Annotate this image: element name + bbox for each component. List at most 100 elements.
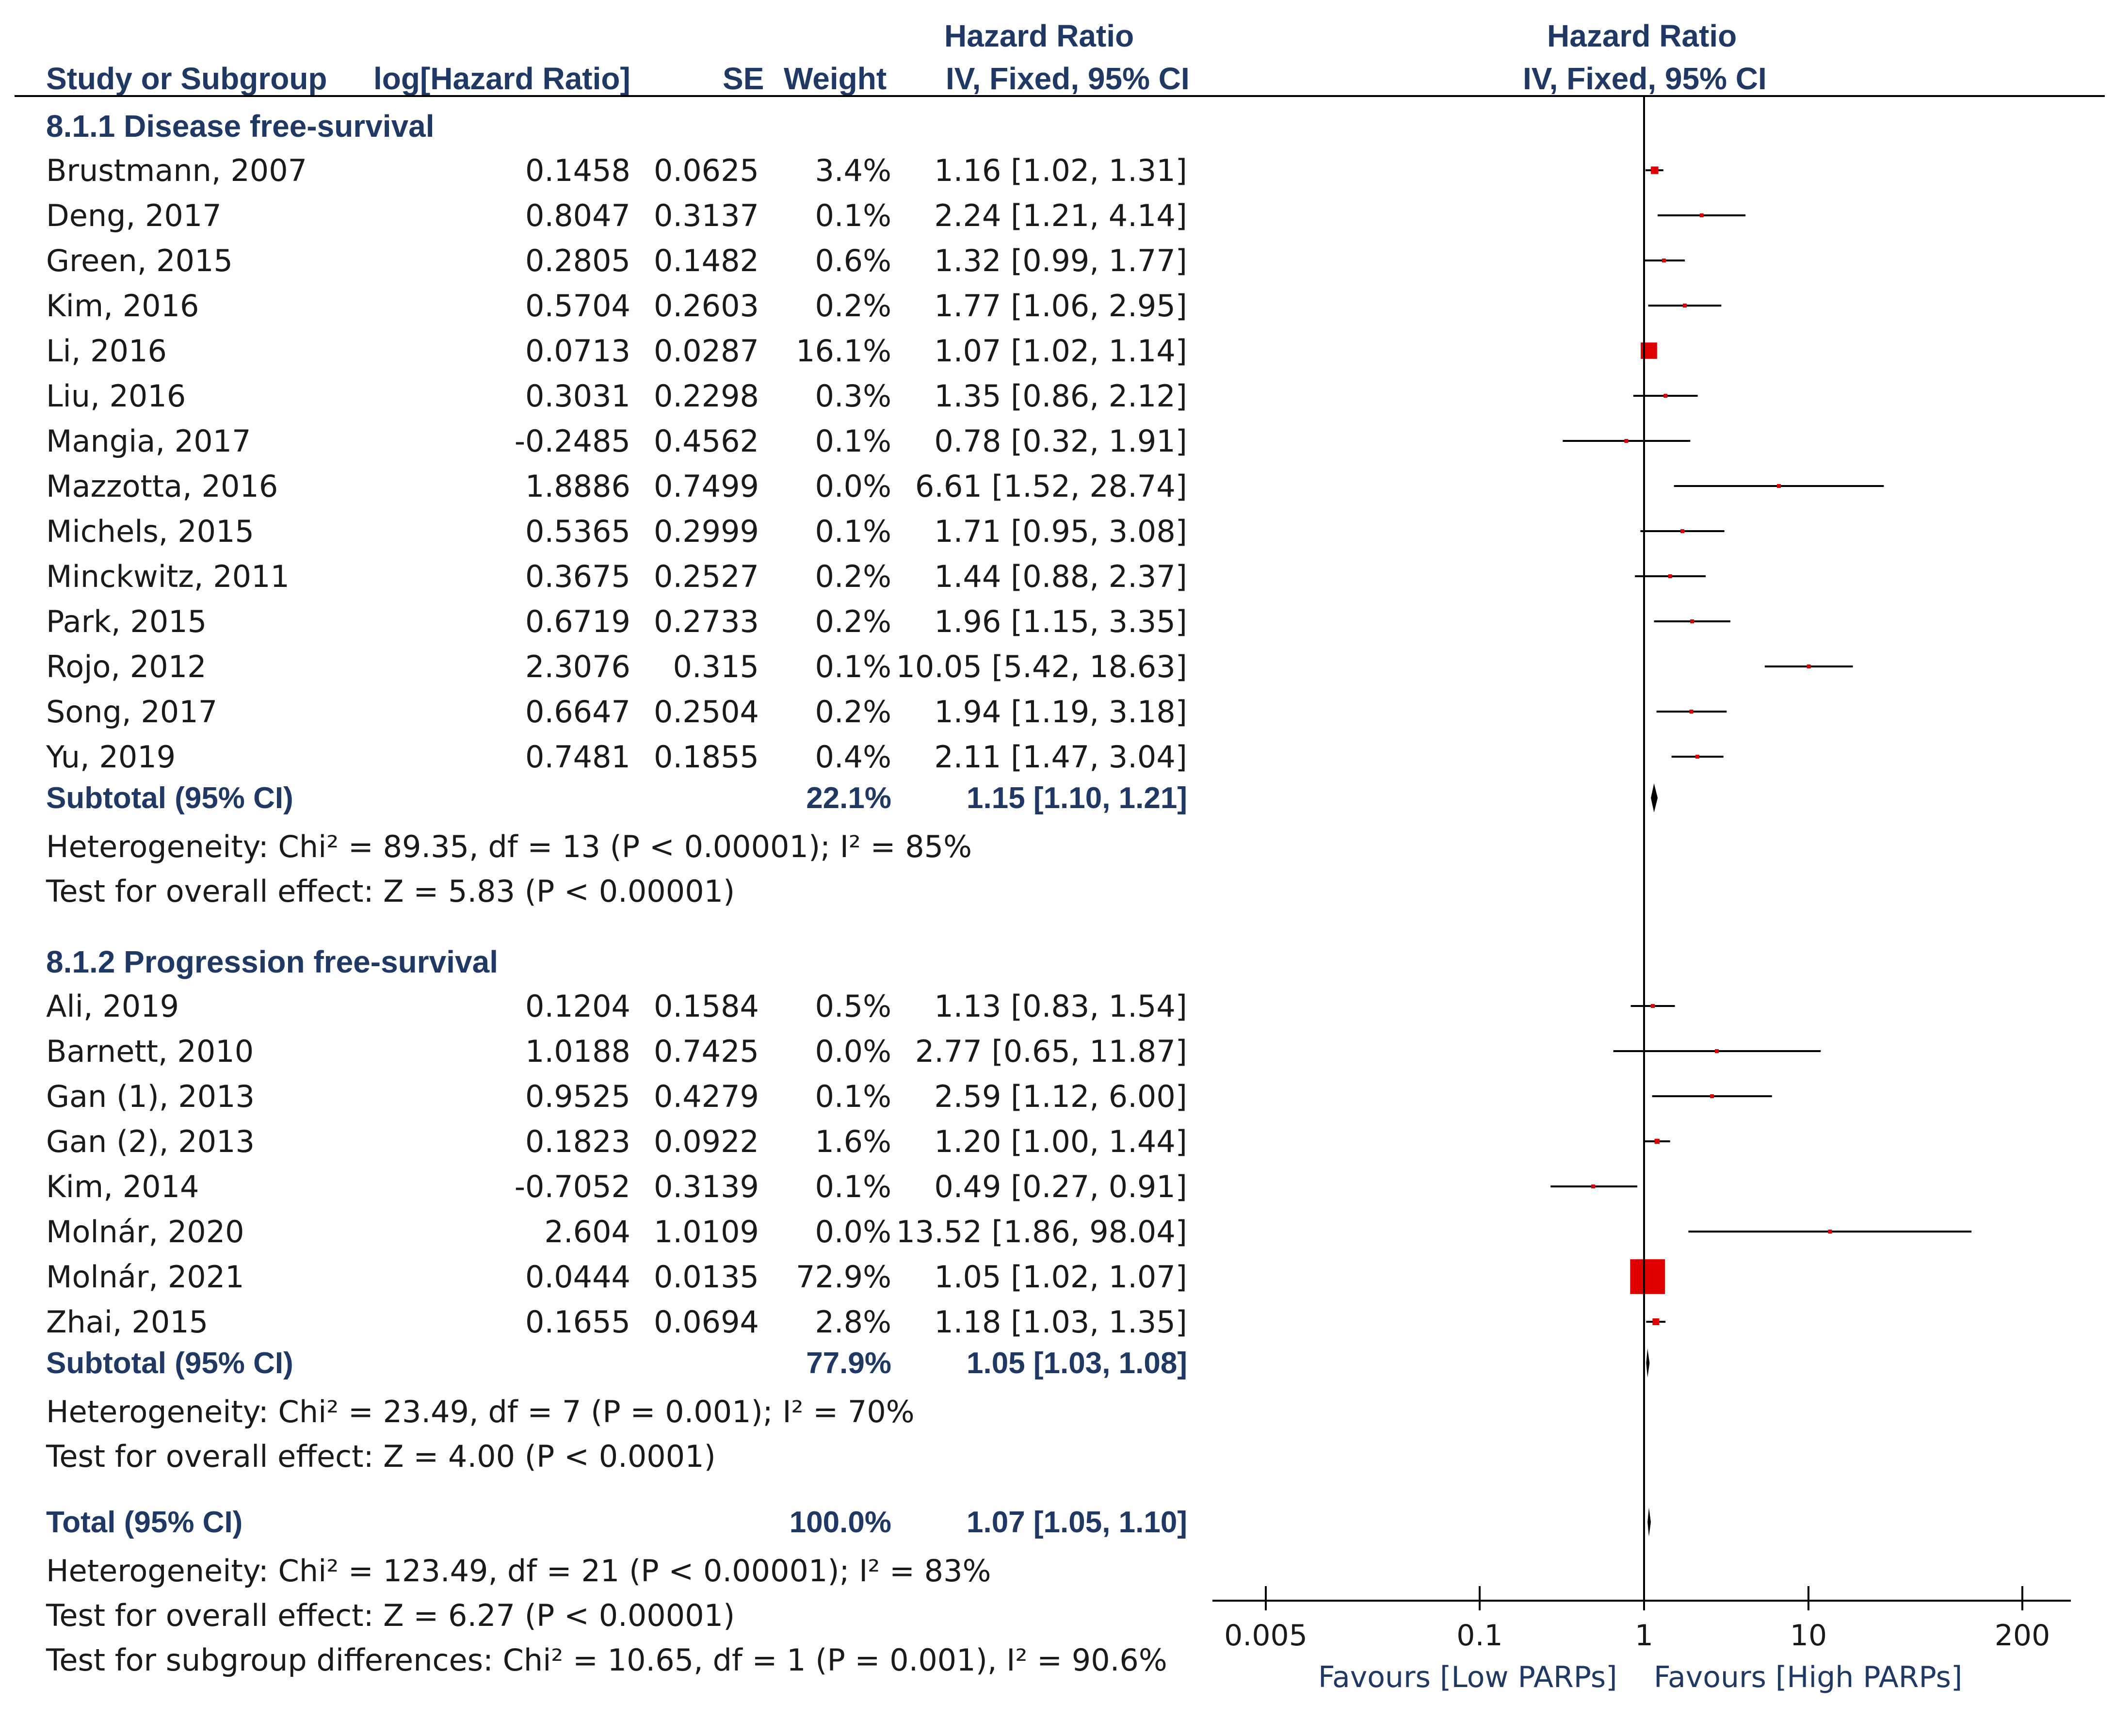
subtotal-label: Subtotal (95% CI) bbox=[46, 781, 293, 815]
point-estimate bbox=[1668, 574, 1672, 578]
study-weight: 0.1% bbox=[815, 423, 891, 459]
total-ci: 1.07 [1.05, 1.10] bbox=[967, 1506, 1187, 1539]
study-loghr: 0.7481 bbox=[525, 739, 630, 775]
subgroup-differences-text: Test for subgroup differences: Chi² = 10… bbox=[46, 1642, 1167, 1678]
subtotal-diamond bbox=[1646, 1348, 1650, 1378]
col-weight: Weight bbox=[784, 61, 887, 96]
study-weight: 2.8% bbox=[815, 1304, 891, 1340]
study-weight: 0.1% bbox=[815, 198, 891, 233]
study-weight: 16.1% bbox=[796, 333, 891, 369]
total-label: Total (95% CI) bbox=[46, 1506, 243, 1539]
study-loghr: 0.9525 bbox=[525, 1079, 630, 1114]
study-ci: 10.05 [5.42, 18.63] bbox=[896, 649, 1187, 684]
study-ci: 1.35 [0.86, 2.12] bbox=[934, 378, 1187, 414]
study-name: Ali, 2019 bbox=[46, 989, 179, 1024]
study-ci: 1.44 [0.88, 2.37] bbox=[934, 559, 1187, 594]
study-weight: 72.9% bbox=[796, 1259, 891, 1295]
study-se: 0.7499 bbox=[654, 469, 759, 504]
study-weight: 0.3% bbox=[815, 378, 891, 414]
study-weight: 0.2% bbox=[815, 604, 891, 639]
point-estimate bbox=[1651, 166, 1659, 174]
study-loghr: 1.0188 bbox=[525, 1034, 630, 1069]
total-heterogeneity-text: Heterogeneity: Chi² = 123.49, df = 21 (P… bbox=[46, 1553, 991, 1589]
study-se: 1.0109 bbox=[654, 1214, 759, 1249]
study-ci: 1.20 [1.00, 1.44] bbox=[934, 1124, 1187, 1159]
study-weight: 1.6% bbox=[815, 1124, 891, 1159]
point-estimate bbox=[1650, 1004, 1655, 1008]
study-loghr: -0.7052 bbox=[514, 1169, 630, 1204]
study-name: Kim, 2014 bbox=[46, 1169, 199, 1204]
study-loghr: 0.0444 bbox=[525, 1259, 630, 1295]
study-name: Molnár, 2020 bbox=[46, 1214, 244, 1249]
study-ci: 0.49 [0.27, 0.91] bbox=[934, 1169, 1187, 1204]
study-weight: 0.0% bbox=[815, 1214, 891, 1249]
study-name: Green, 2015 bbox=[46, 243, 233, 278]
study-se: 0.2733 bbox=[654, 604, 759, 639]
study-name: Molnár, 2021 bbox=[46, 1259, 244, 1295]
study-weight: 0.0% bbox=[815, 1034, 891, 1069]
point-estimate bbox=[1777, 484, 1781, 488]
study-name: Mazzotta, 2016 bbox=[46, 469, 278, 504]
study-loghr: 0.1458 bbox=[525, 153, 630, 188]
study-loghr: 0.6719 bbox=[525, 604, 630, 639]
study-name: Liu, 2016 bbox=[46, 378, 186, 414]
overall-effect-text: Test for overall effect: Z = 5.83 (P < 0… bbox=[46, 874, 735, 909]
heterogeneity-text: Heterogeneity: Chi² = 89.35, df = 13 (P … bbox=[46, 829, 972, 864]
study-ci: 1.16 [1.02, 1.31] bbox=[934, 153, 1187, 188]
study-ci: 1.94 [1.19, 3.18] bbox=[934, 694, 1187, 730]
point-estimate bbox=[1663, 394, 1668, 398]
study-ci: 1.71 [0.95, 3.08] bbox=[934, 514, 1187, 549]
study-se: 0.1855 bbox=[654, 739, 759, 775]
study-ci: 13.52 [1.86, 98.04] bbox=[896, 1214, 1187, 1249]
subgroup-title: 8.1.1 Disease free-survival bbox=[46, 109, 435, 144]
study-se: 0.1482 bbox=[654, 243, 759, 278]
study-name: Deng, 2017 bbox=[46, 198, 222, 233]
study-se: 0.0922 bbox=[654, 1124, 759, 1159]
point-estimate bbox=[1654, 1138, 1660, 1144]
study-weight: 0.1% bbox=[815, 514, 891, 549]
study-weight: 0.1% bbox=[815, 649, 891, 684]
point-estimate bbox=[1828, 1230, 1832, 1233]
study-loghr: 0.2805 bbox=[525, 243, 630, 278]
study-name: Minckwitz, 2011 bbox=[46, 559, 290, 594]
point-estimate bbox=[1591, 1184, 1595, 1188]
col-study: Study or Subgroup bbox=[46, 61, 327, 96]
study-se: 0.2298 bbox=[654, 378, 759, 414]
study-loghr: 0.1655 bbox=[525, 1304, 630, 1340]
study-name: Mangia, 2017 bbox=[46, 423, 251, 459]
study-se: 0.4562 bbox=[654, 423, 759, 459]
study-loghr: 0.5365 bbox=[525, 514, 630, 549]
study-name: Gan (1), 2013 bbox=[46, 1079, 255, 1114]
study-weight: 0.4% bbox=[815, 739, 891, 775]
study-loghr: 0.6647 bbox=[525, 694, 630, 730]
study-ci: 1.13 [0.83, 1.54] bbox=[934, 989, 1187, 1024]
study-loghr: 0.8047 bbox=[525, 198, 630, 233]
study-se: 0.2504 bbox=[654, 694, 759, 730]
favours-right-label: Favours [High PARPs] bbox=[1654, 1660, 1963, 1694]
subgroup-title: 8.1.2 Progression free-survival bbox=[46, 944, 498, 979]
study-ci: 2.77 [0.65, 11.87] bbox=[915, 1034, 1187, 1069]
study-weight: 0.1% bbox=[815, 1169, 891, 1204]
total-diamond bbox=[1647, 1508, 1651, 1537]
subtotal-ci: 1.05 [1.03, 1.08] bbox=[967, 1347, 1187, 1380]
x-tick-label: 1 bbox=[1635, 1619, 1653, 1653]
plot-hr-top: Hazard Ratio bbox=[1547, 18, 1737, 53]
point-estimate bbox=[1624, 439, 1629, 443]
study-se: 0.0694 bbox=[654, 1304, 759, 1340]
plot-marks: 0.005 0.1 1 10 200 bbox=[1212, 96, 2071, 1653]
x-tick-label: 0.1 bbox=[1456, 1619, 1502, 1653]
study-se: 0.3137 bbox=[654, 198, 759, 233]
point-estimate bbox=[1714, 1049, 1719, 1053]
subtotal-ci: 1.15 [1.10, 1.21] bbox=[967, 781, 1187, 815]
study-se: 0.0625 bbox=[654, 153, 759, 188]
study-loghr: 0.0713 bbox=[525, 333, 630, 369]
study-weight: 0.0% bbox=[815, 469, 891, 504]
plot-hr-bottom: IV, Fixed, 95% CI bbox=[1523, 61, 1767, 96]
point-estimate bbox=[1630, 1259, 1665, 1294]
study-ci: 0.78 [0.32, 1.91] bbox=[934, 423, 1187, 459]
study-se: 0.7425 bbox=[654, 1034, 759, 1069]
subtotal-diamond bbox=[1651, 783, 1658, 812]
study-name: Michels, 2015 bbox=[46, 514, 254, 549]
study-ci: 1.32 [0.99, 1.77] bbox=[934, 243, 1187, 278]
study-loghr: 2.3076 bbox=[525, 649, 630, 684]
